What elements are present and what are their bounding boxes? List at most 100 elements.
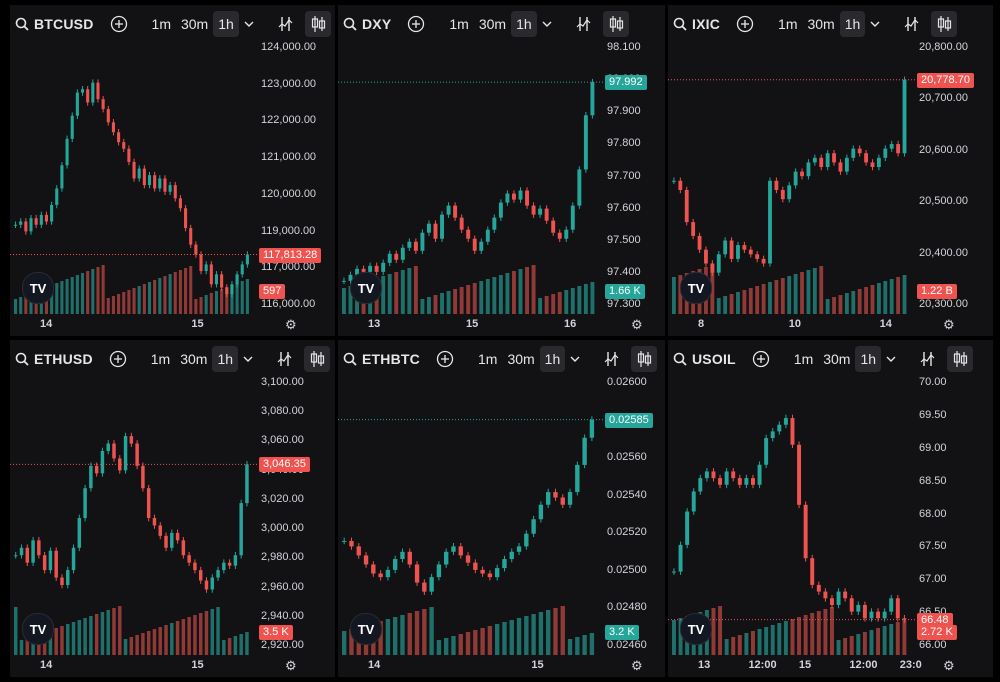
interval-button-1m[interactable]: 1m xyxy=(150,351,171,367)
volume-bar xyxy=(77,620,82,655)
volume-bar xyxy=(216,607,220,655)
volume-bar xyxy=(141,633,145,655)
interval-dropdown-button[interactable] xyxy=(565,346,585,372)
indicators-button[interactable] xyxy=(272,346,298,372)
candle xyxy=(672,568,676,575)
volume-bar xyxy=(459,287,464,314)
symbol-search-button[interactable]: IXIC xyxy=(668,11,725,37)
chart-type-button[interactable] xyxy=(947,346,974,372)
symbol-search-button[interactable]: USOIL xyxy=(668,346,741,372)
settings-gear-icon[interactable]: ⚙ xyxy=(631,658,643,673)
interval-dropdown-button[interactable] xyxy=(881,346,901,372)
interval-button-1m[interactable]: 1m xyxy=(778,16,798,32)
plus-circle-icon xyxy=(436,350,454,368)
price-chart[interactable] xyxy=(10,378,335,677)
tradingview-logo-icon[interactable]: TV xyxy=(680,613,712,645)
interval-button-1m[interactable]: 1m xyxy=(449,16,469,32)
tradingview-logo-icon[interactable]: TV xyxy=(350,272,382,304)
volume-bar xyxy=(768,282,772,314)
candle xyxy=(132,158,136,182)
interval-button-30m[interactable]: 30m xyxy=(180,351,208,367)
symbol-search-button[interactable]: DXY xyxy=(338,11,396,37)
settings-gear-icon[interactable]: ⚙ xyxy=(631,317,643,332)
volume-bar xyxy=(832,297,836,314)
compare-symbol-button[interactable] xyxy=(731,11,759,37)
y-tick-label: 67.00 xyxy=(919,573,947,586)
volume-bar xyxy=(836,640,841,655)
chart-type-button[interactable] xyxy=(602,11,629,37)
interval-button-1h[interactable]: 1h xyxy=(539,346,566,372)
interval-button-1m[interactable]: 1m xyxy=(151,16,171,32)
volume-bar xyxy=(440,293,444,314)
pane-toolbar: IXIC 1m 30m 1h xyxy=(668,5,993,43)
indicators-button[interactable] xyxy=(599,346,625,372)
volume-tag: 2.72 K xyxy=(917,625,957,640)
candles-icon xyxy=(638,351,652,367)
interval-button-1m[interactable]: 1m xyxy=(477,351,498,367)
candle xyxy=(65,135,69,169)
interval-button-30m[interactable]: 30m xyxy=(507,351,535,367)
tradingview-logo-icon[interactable]: TV xyxy=(22,613,54,645)
chart-pane-ixic[interactable]: IXIC 1m 30m 1h 20,800.00 20,700.00 20,600.00 20… xyxy=(668,5,993,336)
candle xyxy=(843,588,848,602)
compare-symbol-button[interactable] xyxy=(402,11,430,37)
interval-button-1h[interactable]: 1h xyxy=(839,11,866,37)
chart-type-button[interactable] xyxy=(631,346,658,372)
y-tick-label: 2,960.00 xyxy=(261,580,304,593)
candle xyxy=(678,177,683,194)
chart-pane-usoil[interactable]: USOIL 1m 30m 1h 70.00 69.50 69.00 68.50 68.00 67.… xyxy=(668,340,993,677)
candle xyxy=(111,119,115,136)
symbol-search-button[interactable]: ETHBTC xyxy=(338,346,425,372)
chevron-down-icon xyxy=(870,21,880,27)
chart-pane-btcusd[interactable]: BTCUSD 1m 30m 1h 124,000.00 123,000.00 122,000… xyxy=(10,5,335,336)
settings-gear-icon[interactable]: ⚙ xyxy=(943,658,955,673)
interval-dropdown-button[interactable] xyxy=(238,346,258,372)
symbol-search-button[interactable]: ETHUSD xyxy=(10,346,98,372)
candle xyxy=(433,220,438,242)
settings-gear-icon[interactable]: ⚙ xyxy=(285,317,297,332)
candle xyxy=(531,515,536,538)
tradingview-logo-icon[interactable]: TV xyxy=(350,613,382,645)
y-tick-label: 97.400 xyxy=(607,265,641,278)
interval-button-30m[interactable]: 30m xyxy=(807,16,835,32)
interval-button-1h[interactable]: 1h xyxy=(213,11,239,37)
settings-gear-icon[interactable]: ⚙ xyxy=(943,317,955,332)
interval-button-1h[interactable]: 1h xyxy=(511,11,537,37)
interval-button-1h[interactable]: 1h xyxy=(855,346,882,372)
compare-symbol-button[interactable] xyxy=(104,346,132,372)
x-tick-label: 15 xyxy=(798,659,812,671)
candle xyxy=(678,541,683,575)
compare-symbol-button[interactable] xyxy=(747,346,775,372)
interval-dropdown-button[interactable] xyxy=(865,11,885,37)
compare-symbol-button[interactable] xyxy=(105,11,133,37)
interval-button-30m[interactable]: 30m xyxy=(823,351,851,367)
volume-bar xyxy=(163,276,167,314)
compare-symbol-button[interactable] xyxy=(431,346,459,372)
indicators-button[interactable] xyxy=(571,11,597,37)
indicators-button[interactable] xyxy=(273,11,299,37)
chart-type-button[interactable] xyxy=(304,346,331,372)
chart-pane-ethbtc[interactable]: ETHBTC1m30m1h0.026000.025800.025600.0254… xyxy=(338,340,665,677)
volume-bar xyxy=(106,298,110,314)
chart-type-button[interactable] xyxy=(931,11,958,37)
chart-pane-ethusd[interactable]: ETHUSD 1m 30m 1h 3,100.00 3,080.00 3,060.00 3,0… xyxy=(10,340,335,677)
candle xyxy=(560,494,565,509)
price-chart[interactable] xyxy=(10,43,335,336)
interval-button-30m[interactable]: 30m xyxy=(478,16,507,32)
chart-pane-dxy[interactable]: DXY1m30m1h98.10098.00097.90097.80097.700… xyxy=(338,5,665,336)
indicators-button[interactable] xyxy=(915,346,941,372)
interval-button-1m[interactable]: 1m xyxy=(793,351,814,367)
chart-type-button[interactable] xyxy=(304,11,331,37)
indicators-button[interactable] xyxy=(899,11,925,37)
tradingview-logo-icon[interactable]: TV xyxy=(680,272,712,304)
volume-bar xyxy=(711,608,716,655)
interval-button-1h[interactable]: 1h xyxy=(212,346,239,372)
tradingview-logo-icon[interactable]: TV xyxy=(22,272,54,304)
candle xyxy=(381,259,386,276)
settings-gear-icon[interactable]: ⚙ xyxy=(285,658,297,673)
volume-bar xyxy=(502,622,507,655)
interval-button-30m[interactable]: 30m xyxy=(180,16,209,32)
symbol-search-button[interactable]: BTCUSD xyxy=(10,11,99,37)
interval-dropdown-button[interactable] xyxy=(239,11,259,37)
interval-dropdown-button[interactable] xyxy=(537,11,557,37)
